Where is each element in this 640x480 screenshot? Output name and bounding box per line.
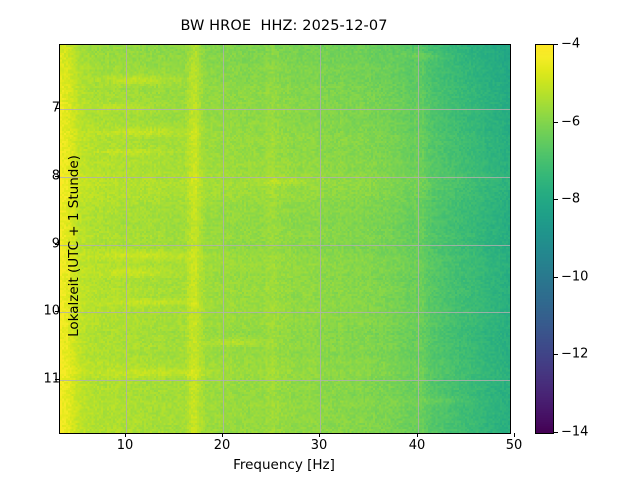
y-tick-label: 11 [43, 371, 60, 387]
x-axis-label: Frequency [Hz] [233, 457, 335, 473]
y-tick-mark [55, 108, 59, 109]
x-tick-label: 10 [116, 438, 134, 453]
colorbar-tick-mark [554, 44, 558, 45]
y-tick-mark [55, 244, 59, 245]
colorbar-gradient [536, 45, 553, 433]
x-tick-mark [222, 433, 223, 437]
colorbar-tick-mark [554, 432, 558, 433]
x-tick-mark [417, 433, 418, 437]
x-tick-label: 50 [505, 438, 523, 453]
colorbar-tick-mark [554, 354, 558, 355]
spectrogram-image [60, 45, 510, 433]
colorbar-tick-label: −10 [561, 269, 589, 285]
x-tick-mark [125, 433, 126, 437]
y-tick-mark [55, 176, 59, 177]
y-tick-mark [55, 379, 59, 380]
colorbar-tick-label: −14 [561, 424, 589, 440]
colorbar-tick-label: −8 [561, 191, 581, 207]
x-tick-label: 20 [213, 438, 231, 453]
y-tick-label: 7 [51, 100, 60, 116]
colorbar-tick-mark [554, 199, 558, 200]
y-tick-label: 9 [51, 236, 60, 252]
colorbar-tick-label: −12 [561, 346, 589, 362]
colorbar-tick-label: −4 [561, 36, 581, 52]
y-tick-label: 8 [51, 168, 60, 184]
y-tick-mark [55, 311, 59, 312]
x-tick-label: 40 [408, 438, 426, 453]
colorbar-tick-mark [554, 277, 558, 278]
x-tick-mark [319, 433, 320, 437]
page-title: BW HROE HHZ: 2025-12-07 [180, 18, 388, 34]
x-tick-label: 30 [310, 438, 328, 453]
y-tick-label: 10 [43, 303, 60, 319]
x-tick-mark [514, 433, 515, 437]
y-axis-label: Lokalzeit (UTC + 1 Stunde) [66, 155, 82, 337]
colorbar-tick-mark [554, 122, 558, 123]
colorbar-tick-label: −6 [561, 114, 581, 130]
colorbar [535, 44, 554, 434]
spectrogram-plot-area[interactable] [59, 44, 511, 434]
